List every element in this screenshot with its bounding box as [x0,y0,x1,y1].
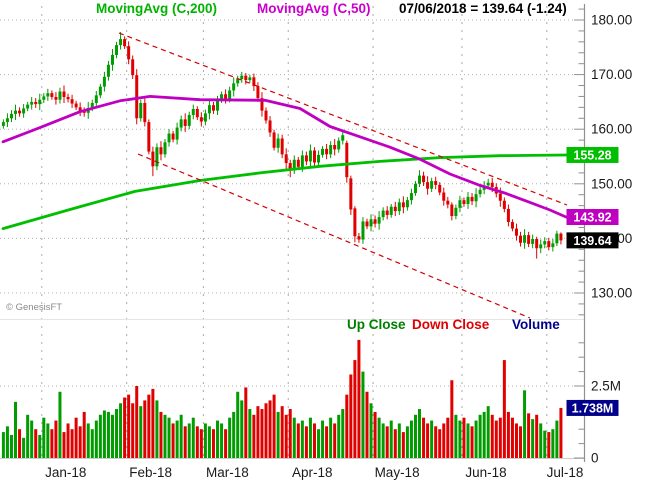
trendlines [118,32,568,319]
value-badge [566,399,619,416]
value-badge [566,232,619,249]
ma200-legend-label: MovingAvg (C,200) [96,1,218,16]
genesisft-watermark: © GenesisFT [6,302,63,313]
month-label: May-18 [375,465,420,480]
price-axis-label: 150.00 [591,176,632,191]
value-badge-text: 1.738M [572,401,614,415]
value-badge [566,146,619,163]
quote-date-price-label: 07/06/2018 = 139.64 (-1.24) [399,1,567,16]
ma50-line [1,95,568,219]
volume-legend-up-close: Up Close [347,317,406,332]
month-label: Feb-18 [129,465,172,480]
value-badge-text: 139.64 [573,234,611,248]
ma200-line [1,153,568,230]
volume-legend-down-close: Down Close [412,317,490,332]
ma50-legend-label: MovingAvg (C,50) [257,1,371,16]
volume-bars [0,339,585,459]
candlestick-series [1,32,563,259]
month-label: Jun-18 [465,465,506,480]
month-label: Jan-18 [45,465,86,480]
price-axis-label: 180.00 [591,13,632,28]
volume-legend-volume: Volume [512,317,560,332]
volume-axis-label: 2.5M [591,379,621,394]
axis-badges: 155.28 143.92 139.64 1.738M [566,146,619,416]
price-axis-label: 160.00 [591,122,632,137]
price-axis-label: 130.00 [591,286,632,301]
month-label: Jul-18 [547,465,584,480]
month-label: Apr-18 [292,465,333,480]
value-badge [566,208,619,225]
value-badge-text: 143.92 [573,210,611,224]
month-label: Mar-18 [206,465,249,480]
month-axis: Jan-18 Feb-18 Mar-18 Apr-18 May-18 Jun-18 Jul-… [41,6,584,480]
price-axis-label: 170.00 [591,67,632,82]
volume-axis-label: 0 [591,451,599,466]
value-badge-text: 155.28 [573,148,611,162]
